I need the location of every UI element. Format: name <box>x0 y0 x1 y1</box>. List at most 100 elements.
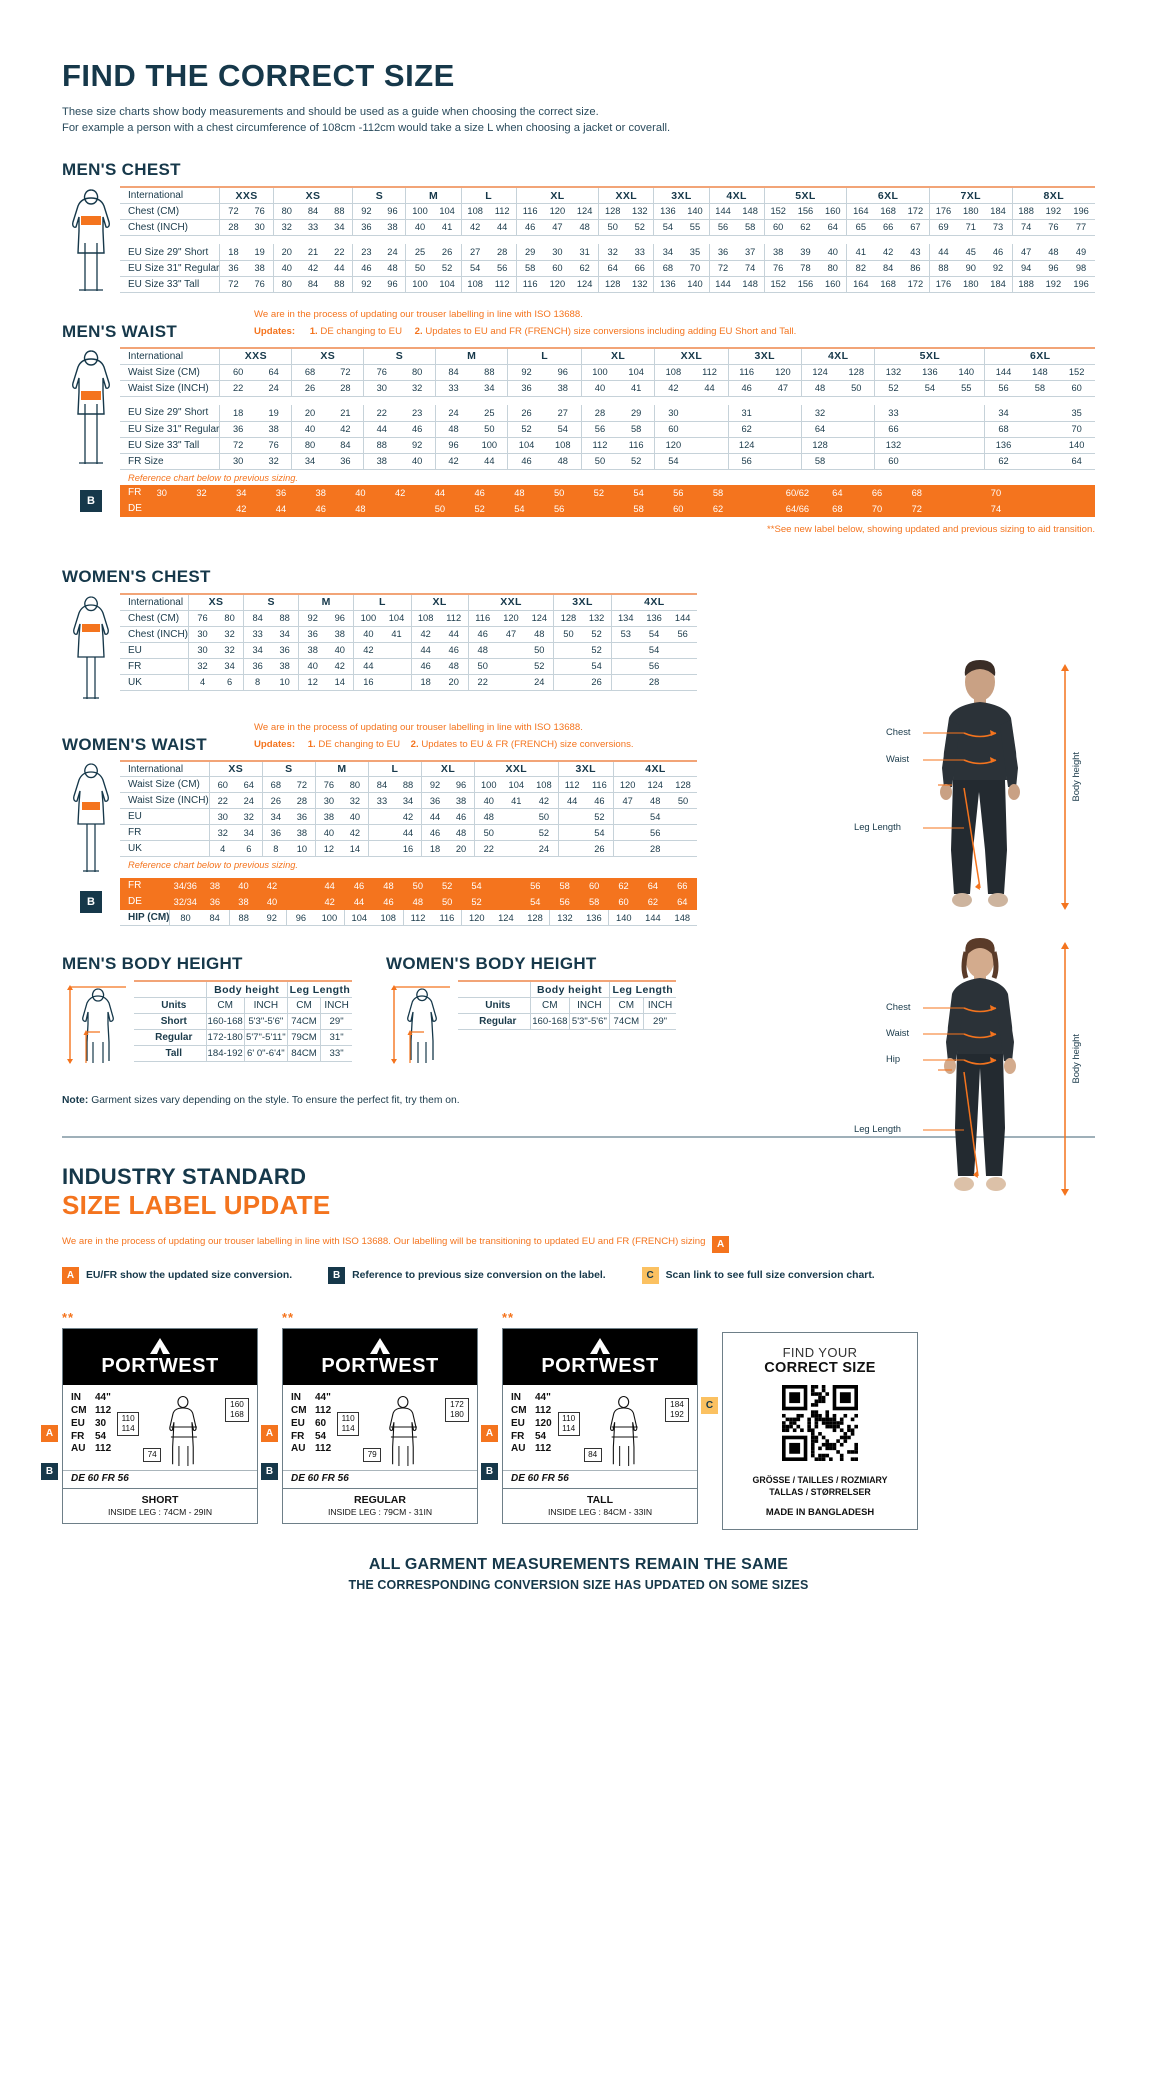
size-group-header: M <box>434 347 508 365</box>
size-group-header: 8XL <box>1011 186 1095 204</box>
table-cell: 26 <box>582 674 612 691</box>
womens-body-height-table: Body height Leg Length Units CM INCH CM INCH Re… <box>458 980 676 1030</box>
table-cell: 44 <box>557 792 586 810</box>
label-footer: TALL INSIDE LEG : 84CM - 33IN <box>503 1488 697 1523</box>
size-group-header: XL <box>410 593 469 611</box>
table-cell: 54 <box>639 626 669 643</box>
table-cell: 96 <box>326 610 354 627</box>
table-cell <box>491 893 521 910</box>
table-cell <box>737 484 778 501</box>
inside-leg-value: 79 <box>363 1448 382 1462</box>
column-header: INCH <box>643 997 676 1014</box>
table-cell: 100 <box>474 776 503 794</box>
table-cell: 68 <box>984 421 1022 438</box>
qr-card-wrap: FIND YOUR CORRECT SIZE GRÖSSE / TAILLES / … <box>701 1332 918 1531</box>
size-key: FR <box>71 1430 85 1442</box>
womens-waist-b-badge: B <box>80 891 102 914</box>
table-cell: 42 <box>353 642 383 659</box>
table-cell: 86 <box>901 260 930 277</box>
table-cell: 172-180 <box>205 1029 245 1046</box>
portwest-logo: PORTWEST <box>63 1329 257 1386</box>
label-footer: REGULAR INSIDE LEG : 79CM - 31IN <box>283 1488 477 1523</box>
table-cell: 172 <box>901 203 930 220</box>
male-waist-icon <box>72 350 110 465</box>
table-cell: 52 <box>525 658 554 675</box>
column-header: CM <box>529 997 570 1014</box>
table-cell <box>911 437 949 454</box>
table-cell: 108 <box>530 776 559 794</box>
label-body: IN 44" CM 112 EU 120 FR 54 AU 112 110 114 184 192 84 <box>503 1385 697 1470</box>
size-group-header: S <box>243 593 299 611</box>
table-cell: 47 <box>612 792 642 810</box>
table-cell <box>936 484 977 501</box>
size-group-header: L <box>353 593 412 611</box>
table-cell: 60 <box>763 219 792 236</box>
table-cell: 72 <box>288 776 316 794</box>
size-group-header: 4XL <box>612 759 697 778</box>
table-cell: 84 <box>200 909 230 927</box>
table-cell: 74 <box>976 500 1016 517</box>
size-group-header: XXL <box>598 186 654 204</box>
table-cell: 52 <box>459 500 500 517</box>
table-cell: 108 <box>373 909 404 927</box>
table-cell: 22 <box>363 405 400 422</box>
table-cell: 66 <box>874 219 902 236</box>
table-cell <box>1021 421 1059 438</box>
card-b-badge: B <box>481 1463 498 1481</box>
label-body: IN 44" CM 112 EU 30 FR 54 AU 112 110 114 160 168 74 <box>63 1385 257 1470</box>
table-cell: 34 <box>261 808 289 826</box>
table-cell: 58 <box>618 500 659 517</box>
table-cell: 14 <box>326 674 354 691</box>
units-row: Units CM INCH CM INCH <box>458 997 676 1014</box>
table-cell: 24 <box>235 792 263 810</box>
table-cell: 40 <box>298 658 327 675</box>
size-row: EU 30 <box>71 1418 111 1431</box>
table-cell: 52 <box>530 824 559 842</box>
table-cell: 112 <box>488 276 517 293</box>
table-cell: 92 <box>257 909 287 927</box>
table-cell: 68 <box>896 484 937 501</box>
table-cell: 44 <box>410 642 440 659</box>
table-cell: 35 <box>1058 405 1095 422</box>
table-cell: 43 <box>901 244 930 261</box>
cm-range-left: 110 114 <box>337 1412 360 1436</box>
portwest-mountain-icon <box>590 1338 610 1355</box>
label-card: ** PORTWEST IN 44" CM 112 EU 120 FR 54 AU 112 110 114… <box>481 1310 698 1525</box>
size-group-header: XL <box>515 186 599 204</box>
group-header: Leg Length <box>286 980 352 998</box>
table-cell: 47 <box>543 219 572 236</box>
table-cell <box>141 500 182 517</box>
qr-code[interactable] <box>733 1385 907 1466</box>
table-cell <box>557 808 586 826</box>
womens-waist-table: International XS S M L XL XXL 3XL 4XL Waist Size … <box>120 759 697 858</box>
table-cell: 34 <box>326 219 353 236</box>
table-cell: 50 <box>553 626 583 643</box>
table-cell: 14 <box>341 840 369 858</box>
table-cell: 24 <box>255 380 292 397</box>
table-cell: 36 <box>298 626 327 643</box>
table-cell: 62 <box>727 421 765 438</box>
table-cell: 44 <box>344 893 374 910</box>
size-key: IN <box>291 1392 301 1404</box>
closing-message: ALL GARMENT MEASUREMENTS REMAIN THE SAME… <box>62 1556 1095 1592</box>
card-c-badge: C <box>701 1397 718 1415</box>
table-cell: 38 <box>298 642 327 659</box>
table-cell: 18 <box>219 405 256 422</box>
table-cell: 22 <box>474 840 503 858</box>
table-cell: 136 <box>911 364 949 381</box>
table-cell: 70 <box>1058 421 1095 438</box>
table-cell: 46 <box>300 500 341 517</box>
table-cell: 28 <box>288 792 316 810</box>
table-cell: 76 <box>763 260 792 277</box>
table-cell: 100 <box>405 276 434 293</box>
size-group-header: XXS <box>219 186 274 204</box>
table-cell: 60 <box>208 776 236 794</box>
table-row: EU Size 31" Regular 36 38 40 42 44 46 48 50 52 54 5… <box>120 260 1095 277</box>
table-cell: 36 <box>261 484 301 501</box>
table-cell: 80 <box>341 776 369 794</box>
closing-line-1: ALL GARMENT MEASUREMENTS REMAIN THE SAME <box>368 1556 789 1574</box>
table-cell: 18 <box>219 244 247 261</box>
table-cell: 50 <box>838 380 875 397</box>
table-cell: 68 <box>291 364 328 381</box>
table-cell <box>911 453 949 470</box>
